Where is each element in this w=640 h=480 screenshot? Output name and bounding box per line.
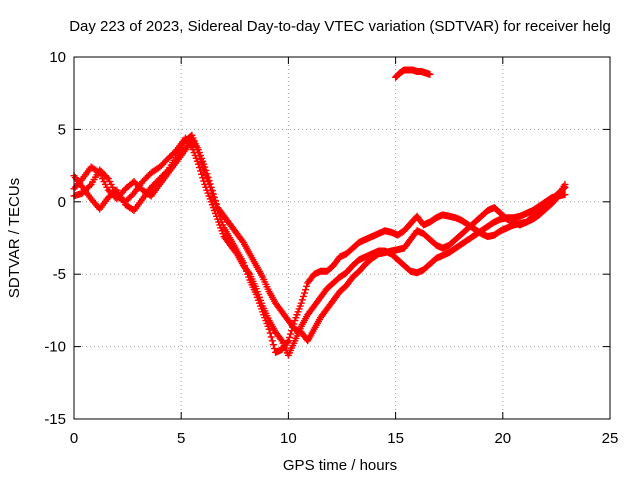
data-point-marker — [94, 168, 102, 176]
data-point-marker — [299, 292, 307, 300]
plot-frame — [73, 56, 611, 420]
data-point-marker — [560, 184, 568, 192]
y-tick-label: -15 — [44, 411, 66, 428]
x-axis-label: GPS time / hours — [283, 457, 397, 474]
data-point-marker — [103, 173, 111, 181]
chart-title: Day 223 of 2023, Sidereal Day-to-day VTE… — [69, 18, 611, 35]
data-point-marker — [202, 166, 210, 174]
data-point-marker — [205, 177, 213, 185]
data-point-marker — [266, 329, 274, 337]
data-point-marker — [213, 200, 221, 208]
data-point-marker — [303, 282, 311, 290]
data-point-marker — [209, 190, 217, 198]
data-point-marker — [203, 170, 211, 178]
y-tick-label: 5 — [58, 121, 66, 138]
series-track-b — [70, 134, 569, 359]
y-axis-label: SDTVAR / TECUs — [6, 178, 23, 298]
data-point-marker — [210, 193, 218, 201]
grid-lines — [74, 57, 610, 419]
data-point-marker — [561, 183, 569, 191]
x-tick-label: 0 — [70, 430, 78, 447]
y-tick-label: 10 — [49, 49, 66, 66]
data-point-marker — [287, 330, 295, 338]
data-point-marker — [269, 341, 277, 349]
data-point-marker — [212, 197, 220, 205]
x-tick-label: 20 — [494, 430, 511, 447]
data-point-marker — [206, 180, 214, 188]
x-tick-label: 10 — [280, 430, 297, 447]
data-point-marker — [426, 70, 434, 78]
data-point-marker — [284, 337, 292, 345]
data-point-marker — [208, 187, 216, 195]
x-tick-label: 25 — [602, 430, 619, 447]
data-point-marker — [86, 182, 94, 190]
series-track-c — [70, 134, 569, 345]
y-tick-label: 0 — [58, 194, 66, 211]
data-point-marker — [207, 183, 215, 191]
data-point-marker — [298, 296, 306, 304]
data-point-marker — [283, 338, 291, 346]
data-point-marker — [297, 299, 305, 307]
data-point-marker — [300, 289, 308, 297]
x-tick-label: 15 — [387, 430, 404, 447]
data-point-marker — [268, 337, 276, 345]
data-point-marker — [201, 163, 209, 171]
x-tick-label: 5 — [177, 430, 185, 447]
data-point-marker — [561, 191, 569, 199]
data-points — [70, 66, 569, 359]
data-point-marker — [285, 333, 293, 341]
y-tick-label: -10 — [44, 339, 66, 356]
axis-ticks: 0 5 10 15 20 25 -15 -10 -5 0 5 10 — [44, 49, 618, 447]
data-point-marker — [245, 269, 253, 277]
data-point-marker — [302, 286, 310, 294]
data-point-marker — [267, 333, 275, 341]
y-tick-label: -5 — [53, 266, 66, 283]
series-track-d — [392, 66, 434, 81]
data-point-marker — [204, 173, 212, 181]
data-point-marker — [277, 335, 285, 343]
